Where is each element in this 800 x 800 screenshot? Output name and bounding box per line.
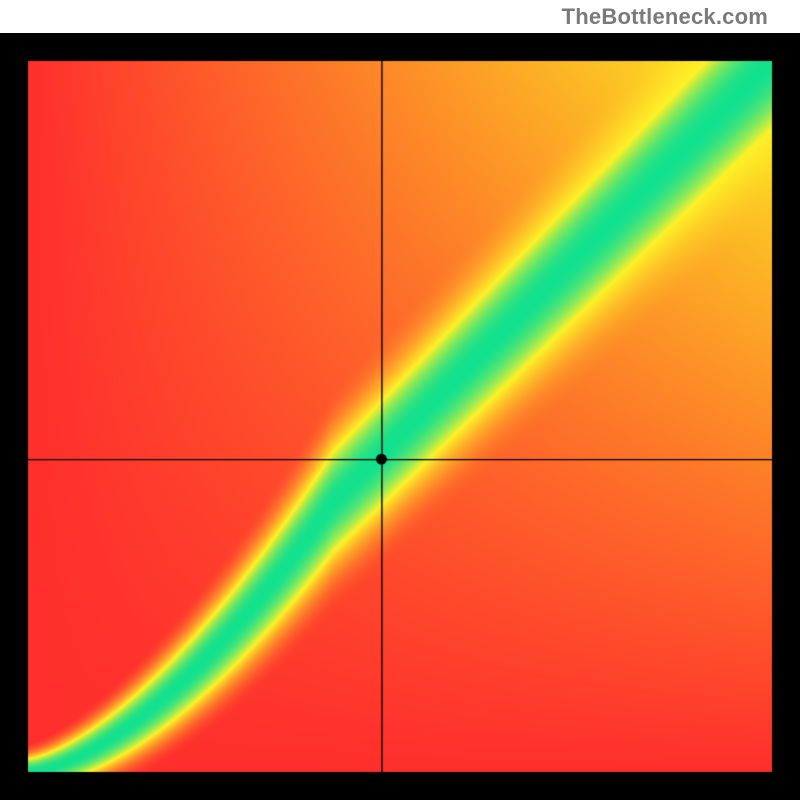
attribution-text: TheBottleneck.com — [562, 4, 768, 30]
bottleneck-heatmap — [0, 33, 800, 800]
plot-container — [0, 33, 800, 800]
